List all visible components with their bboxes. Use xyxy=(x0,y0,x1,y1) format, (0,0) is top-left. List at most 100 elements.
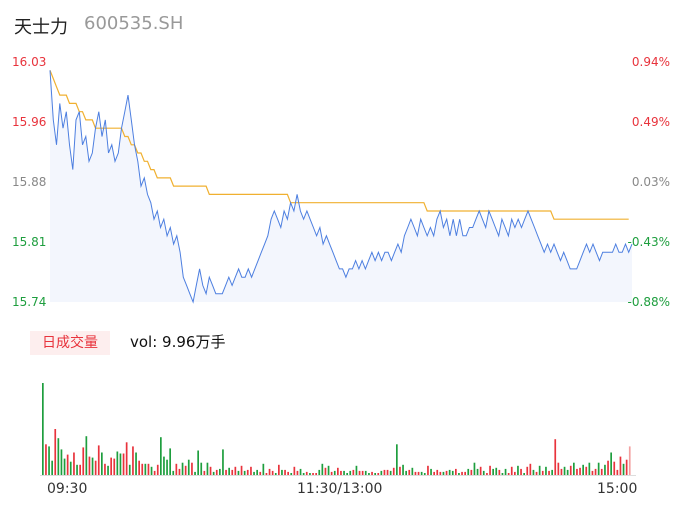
volume-bar xyxy=(110,457,112,475)
volume-bar xyxy=(625,459,628,475)
volume-bar xyxy=(293,466,296,475)
volume-bar xyxy=(414,471,417,475)
volume-bar xyxy=(514,471,516,475)
volume-bar xyxy=(172,470,175,475)
volume-bar xyxy=(104,463,106,475)
volume-bar xyxy=(156,464,159,475)
volume-bar xyxy=(138,460,140,475)
volume-bar xyxy=(324,467,327,475)
volume-bar xyxy=(597,462,600,475)
volume-bar xyxy=(557,462,560,475)
volume-bar xyxy=(234,466,237,475)
volume-bar xyxy=(321,463,324,475)
volume-bar xyxy=(545,466,547,475)
volume-bar xyxy=(343,470,345,475)
volume-bar xyxy=(206,462,209,475)
pct-tick-label: 0.49% xyxy=(631,115,670,129)
volume-bar xyxy=(312,473,314,475)
volume-bar xyxy=(399,466,401,475)
volume-bar xyxy=(197,450,199,475)
volume-bar xyxy=(73,452,75,475)
average-price-line xyxy=(49,70,629,220)
volume-bar xyxy=(309,473,311,475)
volume-bar xyxy=(352,469,355,475)
volume-bar xyxy=(610,452,612,475)
stock-code: 600535.SH xyxy=(84,13,184,34)
volume-bar xyxy=(169,448,171,475)
volume-bar xyxy=(175,463,178,475)
volume-bar xyxy=(573,462,575,475)
volume-bar xyxy=(554,439,557,475)
volume-bar xyxy=(191,462,193,475)
volume-bar xyxy=(284,469,286,475)
volume-bar xyxy=(274,473,277,475)
volume-bar xyxy=(383,469,386,475)
volume-bar xyxy=(253,471,255,475)
volume-bar xyxy=(560,468,563,475)
price-tick-label: 15.96 xyxy=(12,115,47,129)
volume-bar xyxy=(346,473,348,475)
price-tick-label: 15.81 xyxy=(12,235,47,249)
volume-bar xyxy=(113,458,116,475)
volume-bar xyxy=(495,467,498,475)
volume-bar xyxy=(507,473,510,475)
volume-bar xyxy=(579,467,581,475)
volume-bar xyxy=(619,456,622,475)
volume-bar xyxy=(551,469,553,475)
volume-bar xyxy=(209,466,212,475)
volume-bar xyxy=(256,469,258,475)
volume-bar xyxy=(526,466,529,475)
volume-bar xyxy=(470,469,473,475)
volume-bar xyxy=(392,467,395,475)
volume-bar xyxy=(588,462,591,475)
volume-bar xyxy=(287,471,289,475)
stock-name: 天士力 xyxy=(14,17,68,38)
volume-bar xyxy=(566,469,569,475)
volume-bar xyxy=(430,468,432,475)
volume-bar xyxy=(88,456,91,475)
volume-bar xyxy=(212,471,215,475)
volume-bar xyxy=(529,463,532,475)
volume-bar xyxy=(128,464,131,475)
volume-bar xyxy=(315,473,317,475)
volume-bar xyxy=(423,473,426,475)
volume-bar xyxy=(281,469,283,475)
volume-bar xyxy=(237,470,240,475)
volume-bar xyxy=(613,461,616,475)
price-tick-label: 15.74 xyxy=(12,295,47,309)
volume-bar xyxy=(486,473,488,475)
volume-bar xyxy=(585,466,588,475)
volume-bar xyxy=(318,469,321,475)
volume-bar xyxy=(330,471,333,475)
price-tick-label: 16.03 xyxy=(12,55,47,69)
volume-bar xyxy=(628,446,631,475)
volume-bar xyxy=(607,460,609,475)
volume-bar xyxy=(510,466,513,475)
volume-bar xyxy=(389,470,392,475)
volume-bar xyxy=(296,470,299,475)
volume-bar xyxy=(380,470,383,475)
daily-volume-tab[interactable]: 日成交量 xyxy=(30,331,110,355)
volume-bar xyxy=(333,470,336,475)
volume-bar xyxy=(119,453,122,475)
volume-bar xyxy=(563,466,566,475)
volume-bar xyxy=(116,451,119,475)
volume-bar xyxy=(290,473,293,475)
volume-bar xyxy=(203,470,206,475)
volume-bar xyxy=(225,469,227,475)
volume-bar xyxy=(427,465,429,475)
volume-bar xyxy=(147,463,150,475)
volume-bar xyxy=(82,447,85,475)
volume-bar xyxy=(265,473,268,475)
volume-bar xyxy=(405,470,407,475)
volume-bar xyxy=(69,461,72,475)
volume-bar xyxy=(184,465,187,475)
volume-bar xyxy=(451,470,454,475)
volume-bar xyxy=(433,471,435,475)
volume-bar xyxy=(368,473,370,475)
volume-bar xyxy=(622,463,625,475)
volume-bar xyxy=(364,470,367,475)
volume-bar xyxy=(377,473,380,475)
volume-bar xyxy=(262,463,265,475)
